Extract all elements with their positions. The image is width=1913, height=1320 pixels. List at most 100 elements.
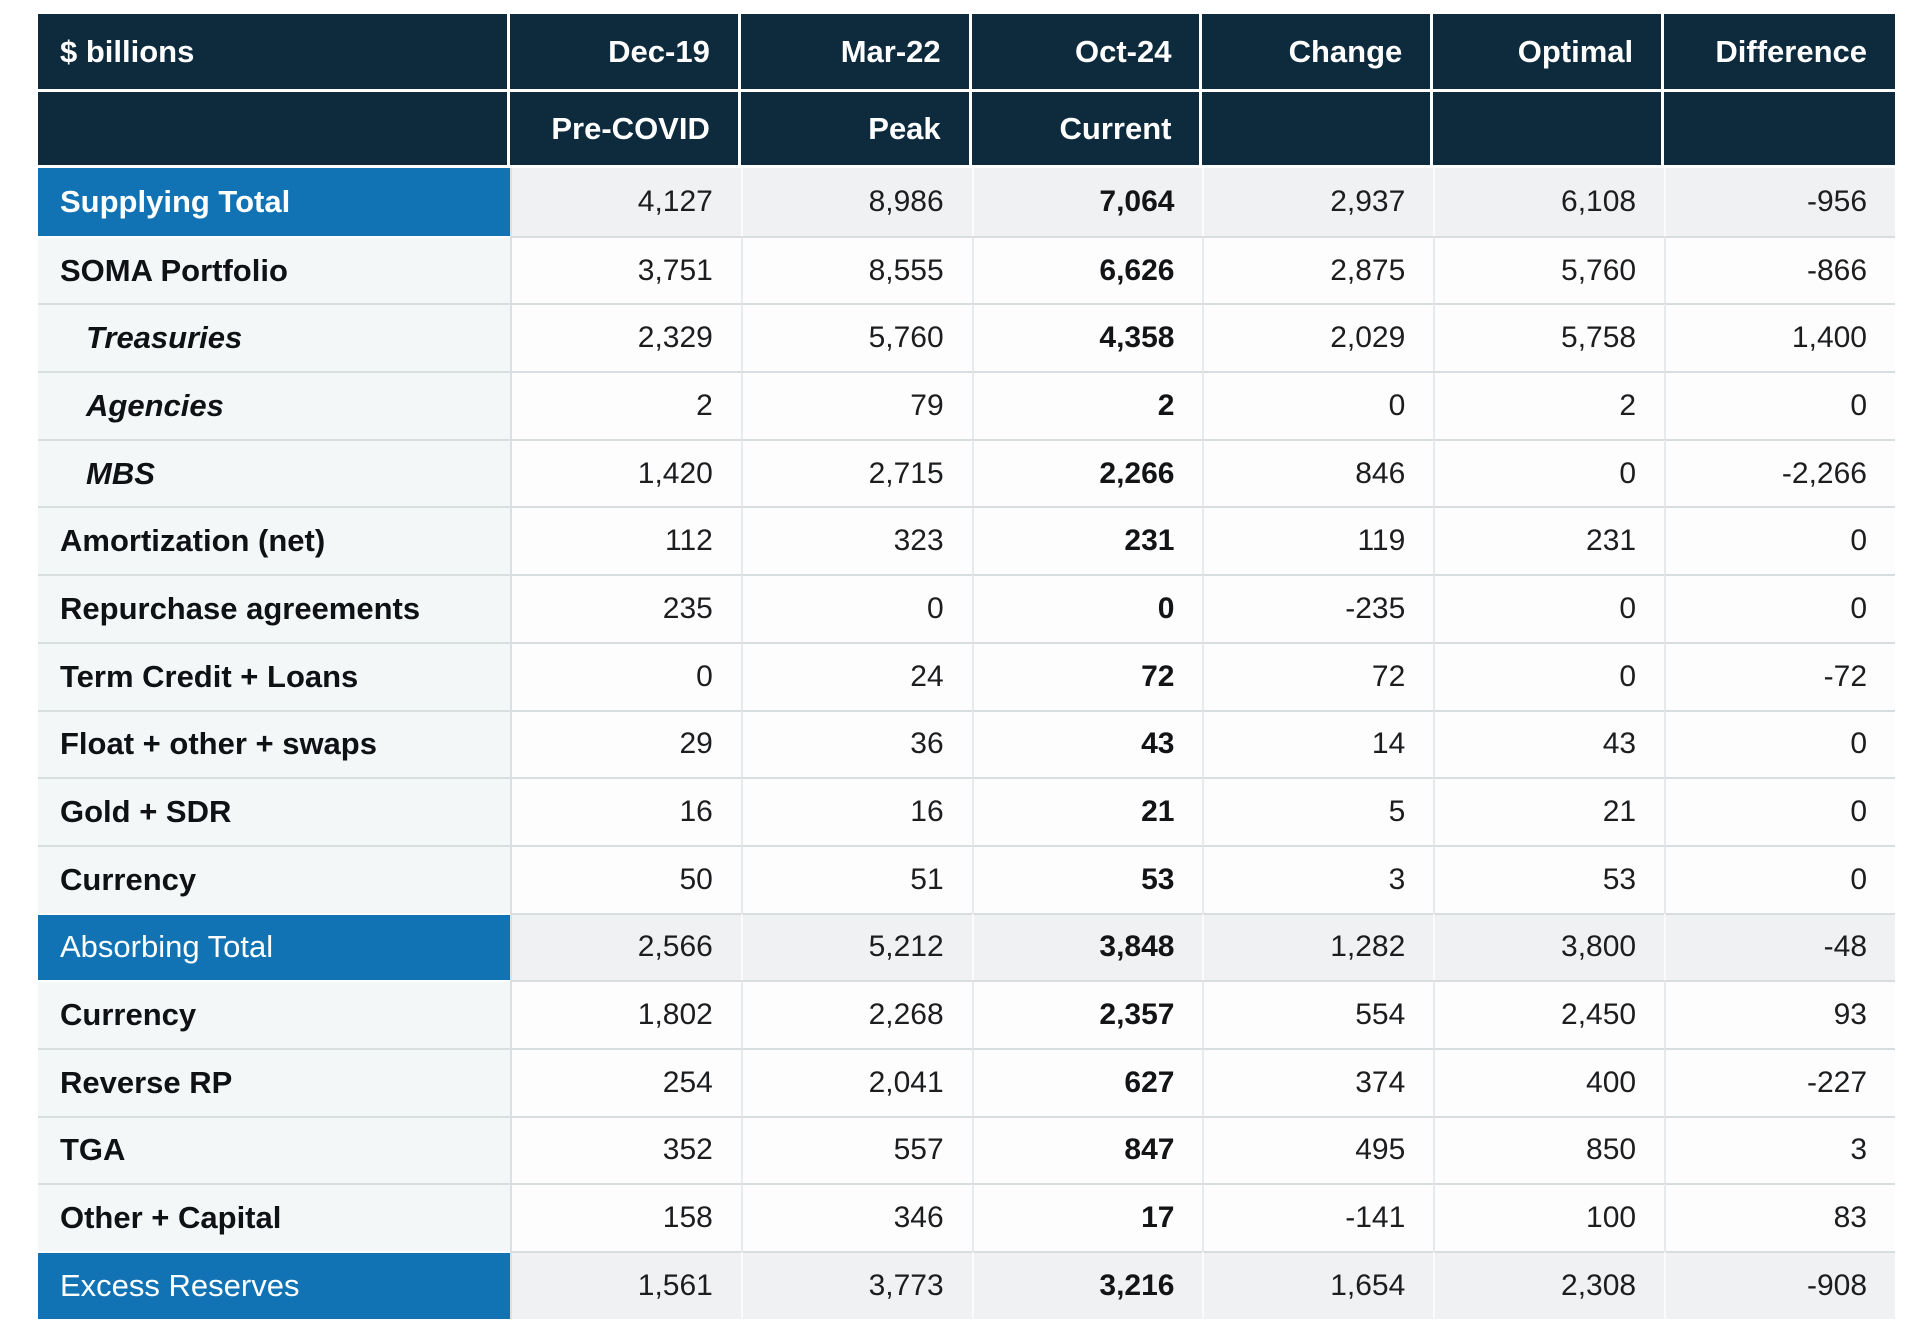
value-cell: 1,282 — [1202, 912, 1434, 981]
value-cell: 1,654 — [1202, 1251, 1434, 1319]
table-row: Supplying Total 4,127 8,986 7,064 2,937 6,108… — [38, 168, 1895, 236]
row-label: TGA — [38, 1115, 511, 1184]
value-cell: -2,266 — [1664, 438, 1895, 507]
col-subheader-precovid: Pre-COVID — [510, 92, 741, 168]
col-header-oct24: Oct-24 — [971, 14, 1203, 92]
value-cell: 231 — [1433, 506, 1665, 575]
value-cell: 0 — [971, 574, 1203, 642]
value-cell: 119 — [1202, 506, 1434, 575]
value-cell: 627 — [971, 1047, 1203, 1116]
row-label: Other + Capital — [38, 1183, 511, 1251]
value-cell: 16 — [740, 777, 972, 845]
table-row: Treasuries 2,329 5,760 4,358 2,029 5,758 1,400 — [38, 303, 1895, 372]
value-cell: 2,450 — [1433, 980, 1665, 1048]
col-header-difference: Difference — [1664, 14, 1895, 92]
value-cell: 2 — [510, 371, 741, 439]
value-cell: 0 — [1664, 371, 1895, 439]
value-cell: 83 — [1664, 1183, 1895, 1251]
value-cell: 2,937 — [1202, 168, 1434, 236]
value-cell: 846 — [1202, 438, 1434, 507]
value-cell: 24 — [740, 641, 972, 710]
row-label: Repurchase agreements — [38, 574, 511, 642]
value-cell: 235 — [510, 574, 741, 642]
col-header-dec19: Dec-19 — [510, 14, 741, 92]
col-header-optimal: Optimal — [1433, 14, 1665, 92]
value-cell: -908 — [1664, 1251, 1895, 1319]
value-cell: 0 — [740, 574, 972, 642]
value-cell: 100 — [1433, 1183, 1665, 1251]
value-cell: 0 — [1664, 709, 1895, 778]
row-label: Term Credit + Loans — [38, 641, 511, 710]
value-cell: 5,758 — [1433, 303, 1665, 372]
value-cell: 554 — [1202, 980, 1434, 1048]
value-cell: 72 — [971, 641, 1203, 710]
value-cell: 0 — [1664, 777, 1895, 845]
value-cell: -866 — [1664, 235, 1895, 304]
value-cell: 323 — [740, 506, 972, 575]
value-cell: 3,848 — [971, 912, 1203, 981]
value-cell: 0 — [1433, 438, 1665, 507]
value-cell: 8,555 — [740, 235, 972, 304]
col-subheader-change — [1202, 92, 1434, 168]
value-cell: 400 — [1433, 1047, 1665, 1116]
value-cell: 2,308 — [1433, 1251, 1665, 1319]
table-row: Absorbing Total 2,566 5,212 3,848 1,282 3,800… — [38, 912, 1895, 981]
unit-sublabel — [38, 92, 511, 168]
value-cell: 8,986 — [740, 168, 972, 236]
value-cell: 1,802 — [510, 980, 741, 1048]
table-row: Float + other + swaps 29 36 43 14 43 0 — [38, 709, 1895, 778]
value-cell: -227 — [1664, 1047, 1895, 1116]
value-cell: -72 — [1664, 641, 1895, 710]
value-cell: 50 — [510, 844, 741, 913]
row-label: Absorbing Total — [38, 912, 511, 981]
value-cell: -48 — [1664, 912, 1895, 981]
table-header: $ billions Dec-19 Mar-22 Oct-24 Change O… — [38, 14, 1895, 168]
value-cell: 72 — [1202, 641, 1434, 710]
value-cell: 5 — [1202, 777, 1434, 845]
value-cell: 557 — [740, 1115, 972, 1184]
value-cell: 17 — [971, 1183, 1203, 1251]
value-cell: 2,266 — [971, 438, 1203, 507]
table-row: Agencies 2 79 2 0 2 0 — [38, 371, 1895, 439]
row-label: Treasuries — [38, 303, 511, 372]
row-label: Excess Reserves — [38, 1251, 511, 1319]
row-label: Reverse RP — [38, 1047, 511, 1116]
value-cell: 2,268 — [740, 980, 972, 1048]
value-cell: 1,561 — [510, 1251, 741, 1319]
value-cell: -956 — [1664, 168, 1895, 236]
value-cell: 21 — [1433, 777, 1665, 845]
row-label: Amortization (net) — [38, 506, 511, 575]
value-cell: 850 — [1433, 1115, 1665, 1184]
value-cell: 29 — [510, 709, 741, 778]
table-row: Repurchase agreements 235 0 0 -235 0 0 — [38, 574, 1895, 642]
value-cell: 1,420 — [510, 438, 741, 507]
value-cell: 7,064 — [971, 168, 1203, 236]
col-subheader-peak: Peak — [740, 92, 972, 168]
table-body: Supplying Total 4,127 8,986 7,064 2,937 6,108… — [38, 168, 1895, 1319]
value-cell: 79 — [740, 371, 972, 439]
value-cell: 53 — [971, 844, 1203, 913]
row-label: SOMA Portfolio — [38, 235, 511, 304]
value-cell: 0 — [1202, 371, 1434, 439]
value-cell: -235 — [1202, 574, 1434, 642]
row-label: MBS — [38, 438, 511, 507]
value-cell: 5,212 — [740, 912, 972, 981]
value-cell: 1,400 — [1664, 303, 1895, 372]
value-cell: 2 — [971, 371, 1203, 439]
col-subheader-difference — [1664, 92, 1895, 168]
value-cell: 2,875 — [1202, 235, 1434, 304]
col-subheader-current: Current — [971, 92, 1203, 168]
value-cell: 4,358 — [971, 303, 1203, 372]
value-cell: 51 — [740, 844, 972, 913]
value-cell: 374 — [1202, 1047, 1434, 1116]
value-cell: 0 — [1664, 844, 1895, 913]
row-label: Currency — [38, 980, 511, 1048]
row-label: Float + other + swaps — [38, 709, 511, 778]
table-row: Term Credit + Loans 0 24 72 72 0 -72 — [38, 641, 1895, 710]
table-row: MBS 1,420 2,715 2,266 846 0 -2,266 — [38, 438, 1895, 507]
value-cell: 0 — [1664, 506, 1895, 575]
header-row-sublabels: Pre-COVID Peak Current — [38, 92, 1895, 168]
value-cell: 231 — [971, 506, 1203, 575]
table-row: SOMA Portfolio 3,751 8,555 6,626 2,875 5,760-… — [38, 235, 1895, 304]
